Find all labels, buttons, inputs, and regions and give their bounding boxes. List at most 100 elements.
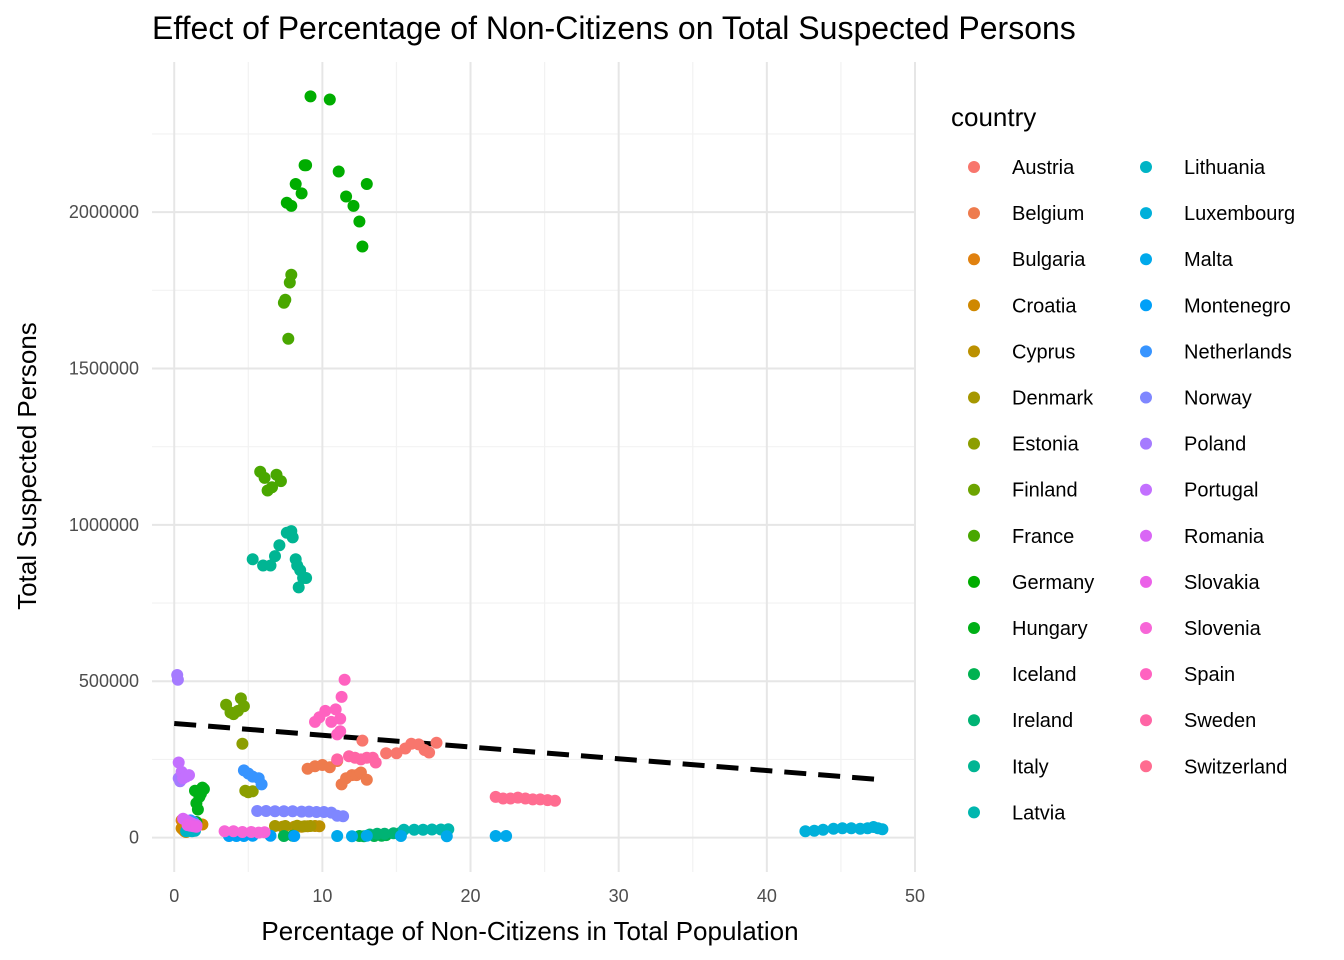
legend-label: Romania bbox=[1184, 526, 1265, 548]
data-point bbox=[288, 830, 301, 842]
legend-label: Germany bbox=[1012, 572, 1094, 594]
legend-label: Lithuania bbox=[1184, 157, 1266, 179]
legend-label: Finland bbox=[1012, 480, 1078, 502]
data-point bbox=[236, 737, 249, 750]
data-point bbox=[285, 268, 298, 281]
legend-item: Poland bbox=[1140, 434, 1246, 456]
legend-item: Netherlands bbox=[1140, 341, 1292, 363]
legend-item: Hungary bbox=[968, 618, 1088, 640]
data-point bbox=[500, 830, 513, 842]
data-point bbox=[172, 756, 185, 769]
legend-key bbox=[968, 622, 980, 634]
legend-item: Latvia bbox=[968, 802, 1066, 824]
trend-line bbox=[174, 720, 883, 783]
legend-label: France bbox=[1012, 526, 1074, 548]
legend-key bbox=[968, 575, 980, 588]
x-tick-label: 30 bbox=[609, 886, 629, 906]
data-point bbox=[799, 825, 812, 838]
legend-label: Malta bbox=[1184, 249, 1234, 271]
data-point bbox=[197, 783, 210, 796]
data-point bbox=[346, 830, 358, 843]
data-point bbox=[340, 190, 353, 203]
data-point bbox=[251, 805, 264, 817]
legend-item: Portugal bbox=[1140, 480, 1259, 502]
data-point bbox=[295, 187, 308, 200]
x-tick-label: 40 bbox=[757, 886, 777, 906]
data-point bbox=[440, 830, 453, 843]
data-point bbox=[273, 539, 286, 552]
data-point bbox=[329, 703, 342, 716]
legend-item: Bulgaria bbox=[968, 249, 1086, 271]
data-point bbox=[332, 165, 345, 178]
legend-label: Norway bbox=[1184, 388, 1252, 410]
data-point bbox=[360, 829, 373, 842]
data-point bbox=[319, 704, 332, 717]
data-point bbox=[356, 240, 369, 253]
legend-key bbox=[1140, 529, 1152, 542]
legend-item: Croatia bbox=[968, 295, 1077, 317]
data-point bbox=[269, 805, 281, 818]
data-point bbox=[286, 531, 299, 544]
data-point bbox=[331, 753, 344, 766]
legend-key bbox=[968, 529, 980, 542]
legend-label: Belgium bbox=[1012, 203, 1084, 225]
data-point bbox=[282, 332, 295, 345]
data-point bbox=[258, 826, 271, 839]
data-point bbox=[423, 746, 436, 759]
legend-items: Austria Belgium Bulgaria Croatia Cyprus Denma… bbox=[968, 157, 1295, 824]
legend-item: Italy bbox=[968, 756, 1049, 778]
legend-key bbox=[1140, 345, 1152, 358]
data-point bbox=[279, 293, 292, 306]
legend-key bbox=[968, 668, 980, 681]
data-point bbox=[390, 747, 403, 760]
data-point bbox=[289, 178, 302, 190]
data-point bbox=[817, 823, 830, 836]
data-point bbox=[304, 90, 317, 103]
legend-item: Denmark bbox=[968, 388, 1094, 410]
legend-key bbox=[1140, 622, 1152, 634]
legend-label: Switzerland bbox=[1184, 756, 1287, 778]
legend-key bbox=[1140, 391, 1152, 404]
y-axis-title: Total Suspected Persons bbox=[12, 322, 42, 610]
y-tick-label: 0 bbox=[129, 828, 139, 848]
x-axis-title: Percentage of Non-Citizens in Total Popu… bbox=[261, 916, 798, 946]
data-point bbox=[269, 550, 281, 563]
data-point bbox=[549, 794, 561, 807]
legend-item: Austria bbox=[968, 157, 1075, 179]
legend-item: Luxembourg bbox=[1140, 203, 1295, 225]
legend-key bbox=[1140, 714, 1152, 727]
data-point bbox=[300, 159, 313, 172]
legend-label: Austria bbox=[1012, 157, 1075, 179]
data-point bbox=[227, 825, 240, 838]
data-point bbox=[378, 827, 391, 840]
legend-key bbox=[968, 806, 980, 819]
legend-key bbox=[968, 714, 980, 727]
legend-key bbox=[1140, 760, 1152, 773]
legend-key bbox=[968, 391, 980, 404]
legend-label: Spain bbox=[1184, 664, 1235, 686]
legend-label: Hungary bbox=[1012, 618, 1088, 640]
legend-key bbox=[1140, 668, 1152, 681]
legend-key bbox=[1140, 299, 1152, 312]
legend-label: Estonia bbox=[1012, 434, 1080, 456]
y-tick-label: 1500000 bbox=[69, 358, 139, 378]
legend-label: Cyprus bbox=[1012, 341, 1075, 363]
legend-item: Cyprus bbox=[968, 341, 1075, 363]
data-point bbox=[489, 830, 502, 842]
legend-key bbox=[968, 760, 980, 773]
legend-label: Croatia bbox=[1012, 295, 1077, 317]
data-point bbox=[876, 823, 889, 836]
data-point bbox=[380, 747, 393, 760]
data-point bbox=[264, 559, 277, 572]
legend-key bbox=[1140, 483, 1152, 496]
data-point bbox=[218, 825, 231, 838]
data-point bbox=[266, 481, 278, 494]
legend-item: Montenegro bbox=[1140, 295, 1291, 317]
legend-item: Germany bbox=[968, 572, 1094, 594]
legend-label: Ireland bbox=[1012, 710, 1073, 732]
legend-key bbox=[968, 161, 980, 173]
legend-key bbox=[1140, 207, 1152, 220]
data-point bbox=[260, 805, 273, 817]
x-tick-label: 20 bbox=[461, 886, 481, 906]
